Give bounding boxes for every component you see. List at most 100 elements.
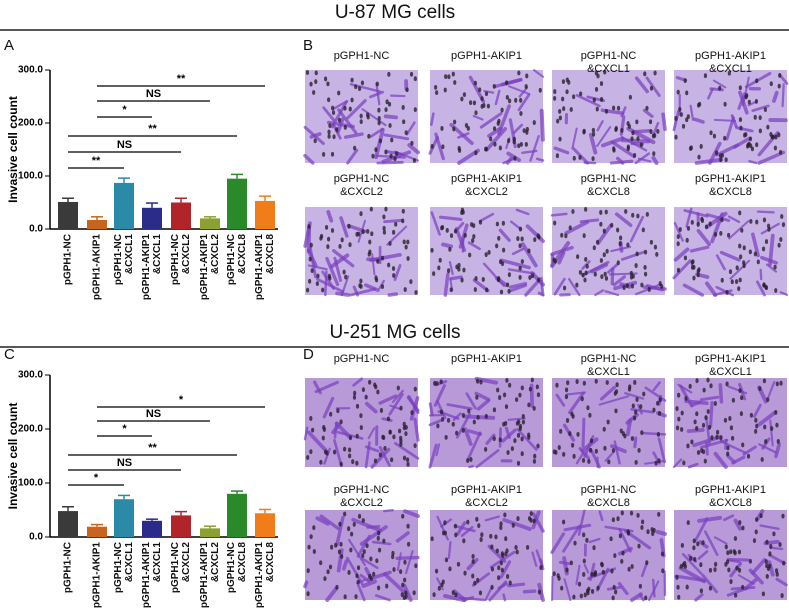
- cell-nucleus: [653, 70, 657, 76]
- cell-nucleus: [359, 211, 363, 217]
- cell-nucleus: [383, 446, 387, 451]
- cell-nucleus: [521, 414, 525, 419]
- cell-process: [620, 135, 648, 152]
- micrograph-bg: [674, 510, 787, 600]
- cell-process: [502, 518, 532, 531]
- cell-nucleus: [457, 266, 461, 272]
- cell-nucleus: [384, 107, 388, 113]
- cell-nucleus: [404, 244, 408, 250]
- panel-letter: B: [303, 37, 313, 54]
- cell-nucleus: [638, 583, 642, 589]
- cell-nucleus: [451, 71, 455, 77]
- cell-nucleus: [331, 110, 336, 116]
- cell-nucleus: [768, 563, 772, 569]
- cell-nucleus: [390, 457, 394, 463]
- cell-process: [640, 561, 649, 578]
- cell-nucleus: [581, 458, 586, 463]
- micrograph: [430, 207, 545, 297]
- significance-label: *: [122, 423, 127, 435]
- cell-nucleus: [337, 90, 341, 96]
- cell-nucleus: [737, 549, 742, 555]
- x-tick-label: pGPH1-NC &CXCL2: [170, 542, 192, 594]
- cell-nucleus: [413, 386, 417, 392]
- cell-nucleus: [728, 269, 733, 275]
- cell-process: [507, 268, 536, 275]
- cell-nucleus: [367, 251, 371, 257]
- cell-nucleus: [519, 97, 523, 103]
- cell-nucleus: [625, 283, 629, 289]
- cell-process: [333, 256, 343, 282]
- cell-nucleus: [731, 397, 735, 403]
- cell-process: [612, 275, 627, 287]
- cell-process: [652, 381, 661, 392]
- cell-nucleus: [370, 231, 374, 237]
- cell-nucleus: [497, 575, 501, 581]
- cell-nucleus: [458, 148, 462, 153]
- cell-nucleus: [507, 288, 511, 294]
- cell-nucleus: [340, 237, 344, 243]
- cell-nucleus: [738, 277, 742, 283]
- cell-process: [337, 108, 358, 135]
- cell-nucleus: [392, 434, 396, 440]
- cell-nucleus: [387, 71, 391, 77]
- cell-nucleus: [495, 548, 499, 554]
- cell-nucleus: [371, 153, 375, 159]
- cell-process: [458, 223, 469, 249]
- cell-nucleus: [692, 538, 696, 544]
- cell-nucleus: [520, 436, 524, 442]
- cell-nucleus: [686, 443, 690, 449]
- cell-process: [571, 127, 578, 147]
- cell-nucleus: [354, 84, 358, 90]
- cell-process: [645, 76, 661, 97]
- cell-nucleus: [573, 540, 577, 546]
- cell-nucleus: [480, 532, 484, 538]
- cell-nucleus: [520, 451, 524, 457]
- cell-nucleus: [403, 577, 407, 583]
- cell-nucleus: [729, 579, 733, 584]
- cell-nucleus: [775, 571, 779, 577]
- cell-process: [586, 567, 617, 580]
- cell-nucleus: [342, 269, 346, 275]
- cell-process: [564, 220, 590, 236]
- cell-nucleus: [656, 128, 660, 134]
- cell-nucleus: [586, 405, 590, 411]
- cell-nucleus: [490, 544, 494, 550]
- cell-nucleus: [434, 84, 438, 90]
- cell-nucleus: [507, 138, 511, 144]
- cell-nucleus: [357, 231, 361, 237]
- cell-nucleus: [777, 132, 781, 138]
- cell-nucleus: [715, 434, 719, 440]
- cell-nucleus: [631, 212, 635, 218]
- cell-nucleus: [634, 263, 638, 268]
- image-caption: pGPH1-NC &CXCL1: [580, 50, 637, 75]
- cell-nucleus: [657, 411, 662, 416]
- cell-nucleus: [444, 74, 448, 80]
- cell-nucleus: [393, 156, 397, 162]
- cell-nucleus: [600, 562, 604, 568]
- cell-nucleus: [439, 379, 443, 385]
- cell-nucleus: [486, 103, 491, 109]
- cell-nucleus: [616, 227, 620, 233]
- cell-process: [407, 143, 420, 155]
- significance-label: **: [148, 123, 157, 135]
- micrograph-bg: [674, 378, 787, 467]
- cell-process: [596, 126, 612, 148]
- cell-process: [681, 553, 703, 575]
- cell-nucleus: [649, 85, 654, 91]
- cell-nucleus: [327, 97, 331, 103]
- cell-nucleus: [504, 551, 508, 557]
- cell-nucleus: [685, 117, 689, 123]
- cell-process: [374, 127, 385, 160]
- cell-process: [428, 402, 434, 417]
- cell-process: [393, 263, 402, 281]
- cell-nucleus: [699, 144, 703, 149]
- cell-nucleus: [611, 105, 616, 111]
- cell-nucleus: [724, 157, 728, 163]
- cell-process: [387, 292, 399, 297]
- cell-nucleus: [590, 571, 594, 577]
- cell-nucleus: [380, 284, 385, 290]
- cell-process: [306, 430, 329, 453]
- cell-nucleus: [462, 267, 466, 273]
- cell-nucleus: [710, 435, 714, 441]
- cell-nucleus: [610, 568, 614, 574]
